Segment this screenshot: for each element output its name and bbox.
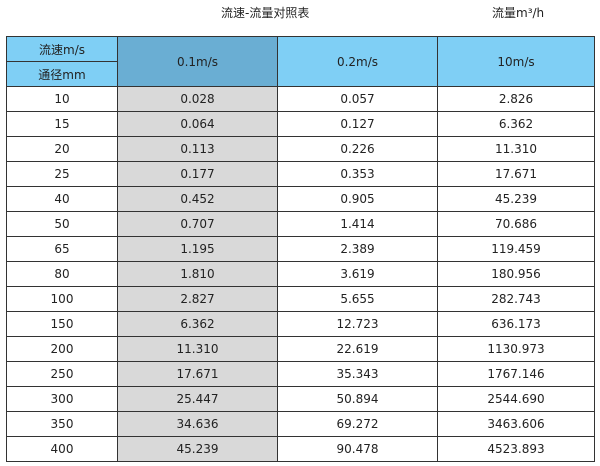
flow-cell: 1.414 (277, 211, 438, 237)
flow-cell: 6.362 (437, 111, 595, 137)
flow-cell: 3463.606 (437, 411, 595, 437)
diameter-cell: 80 (6, 261, 118, 287)
flow-cell: 119.459 (437, 236, 595, 262)
table-row: 80 1.810 3.619 180.956 (6, 261, 595, 287)
flow-cell: 0.226 (277, 136, 438, 162)
diameter-cell: 100 (6, 286, 118, 312)
flow-cell: 6.362 (117, 311, 278, 337)
diameter-cell: 150 (6, 311, 118, 337)
table-row: 65 1.195 2.389 119.459 (6, 236, 595, 262)
table-row: 25 0.177 0.353 17.671 (6, 161, 595, 187)
flow-cell: 22.619 (277, 336, 438, 362)
diameter-cell: 400 (6, 436, 118, 462)
flow-cell: 2544.690 (437, 386, 595, 412)
diameter-cell: 20 (6, 136, 118, 162)
header-row: 流速m/s 0.1m/s 0.2m/s 10m/s (6, 36, 595, 87)
flow-cell: 1767.146 (437, 361, 595, 387)
diameter-cell: 300 (6, 386, 118, 412)
flow-cell: 11.310 (437, 136, 595, 162)
flow-cell: 90.478 (277, 436, 438, 462)
table-row: 400 45.239 90.478 4523.893 (6, 436, 595, 462)
flow-cell: 35.343 (277, 361, 438, 387)
diameter-cell: 50 (6, 211, 118, 237)
diameter-cell: 15 (6, 111, 118, 137)
diameter-cell: 350 (6, 411, 118, 437)
flow-cell: 0.028 (117, 86, 278, 112)
flow-cell: 11.310 (117, 336, 278, 362)
flow-cell: 282.743 (437, 286, 595, 312)
table-row: 100 2.827 5.655 282.743 (6, 286, 595, 312)
speed-header: 流速m/s (6, 36, 118, 62)
diameter-cell: 65 (6, 236, 118, 262)
flow-cell: 5.655 (277, 286, 438, 312)
table-row: 10 0.028 0.057 2.826 (6, 86, 595, 112)
diameter-cell: 200 (6, 336, 118, 362)
flow-cell: 34.636 (117, 411, 278, 437)
flow-cell: 2.827 (117, 286, 278, 312)
table-row: 200 11.310 22.619 1130.973 (6, 336, 595, 362)
table-title: 流速-流量对照表 (221, 6, 310, 20)
diameter-cell: 25 (6, 161, 118, 187)
table-row: 40 0.452 0.905 45.239 (6, 186, 595, 212)
flow-cell: 0.064 (117, 111, 278, 137)
flow-cell: 50.894 (277, 386, 438, 412)
flow-cell: 0.057 (277, 86, 438, 112)
flow-cell: 2.826 (437, 86, 595, 112)
flow-cell: 2.389 (277, 236, 438, 262)
flow-cell: 1130.973 (437, 336, 595, 362)
flow-cell: 17.671 (117, 361, 278, 387)
column-header: 0.1m/s (117, 36, 278, 87)
flow-cell: 17.671 (437, 161, 595, 187)
diameter-cell: 10 (6, 86, 118, 112)
flow-cell: 3.619 (277, 261, 438, 287)
flow-cell: 0.177 (117, 161, 278, 187)
diameter-cell: 40 (6, 186, 118, 212)
flow-cell: 4523.893 (437, 436, 595, 462)
table-row: 300 25.447 50.894 2544.690 (6, 386, 595, 412)
flow-cell: 180.956 (437, 261, 595, 287)
diameter-header: 通径mm (6, 61, 118, 87)
header-row: 通径mm (6, 61, 595, 87)
table-row: 250 17.671 35.343 1767.146 (6, 361, 595, 387)
flow-table: 流速m/s 0.1m/s 0.2m/s 10m/s 通径mm 10 0.028 0.… (6, 36, 595, 462)
flow-cell: 45.239 (437, 186, 595, 212)
table-row: 15 0.064 0.127 6.362 (6, 111, 595, 137)
flow-cell: 69.272 (277, 411, 438, 437)
flow-cell: 0.707 (117, 211, 278, 237)
flow-cell: 1.810 (117, 261, 278, 287)
table-row: 20 0.113 0.226 11.310 (6, 136, 595, 162)
flow-cell: 0.905 (277, 186, 438, 212)
flow-cell: 1.195 (117, 236, 278, 262)
table-row: 350 34.636 69.272 3463.606 (6, 411, 595, 437)
flow-cell: 0.127 (277, 111, 438, 137)
column-header: 0.2m/s (277, 36, 438, 87)
flow-cell: 45.239 (117, 436, 278, 462)
flow-cell: 636.173 (437, 311, 595, 337)
table-row: 50 0.707 1.414 70.686 (6, 211, 595, 237)
flow-cell: 0.113 (117, 136, 278, 162)
flow-cell: 0.452 (117, 186, 278, 212)
diameter-cell: 250 (6, 361, 118, 387)
flow-cell: 0.353 (277, 161, 438, 187)
column-header: 10m/s (437, 36, 595, 87)
flow-cell: 12.723 (277, 311, 438, 337)
flow-cell: 25.447 (117, 386, 278, 412)
unit-label: 流量m³/h (492, 6, 545, 20)
flow-cell: 70.686 (437, 211, 595, 237)
table-row: 150 6.362 12.723 636.173 (6, 311, 595, 337)
